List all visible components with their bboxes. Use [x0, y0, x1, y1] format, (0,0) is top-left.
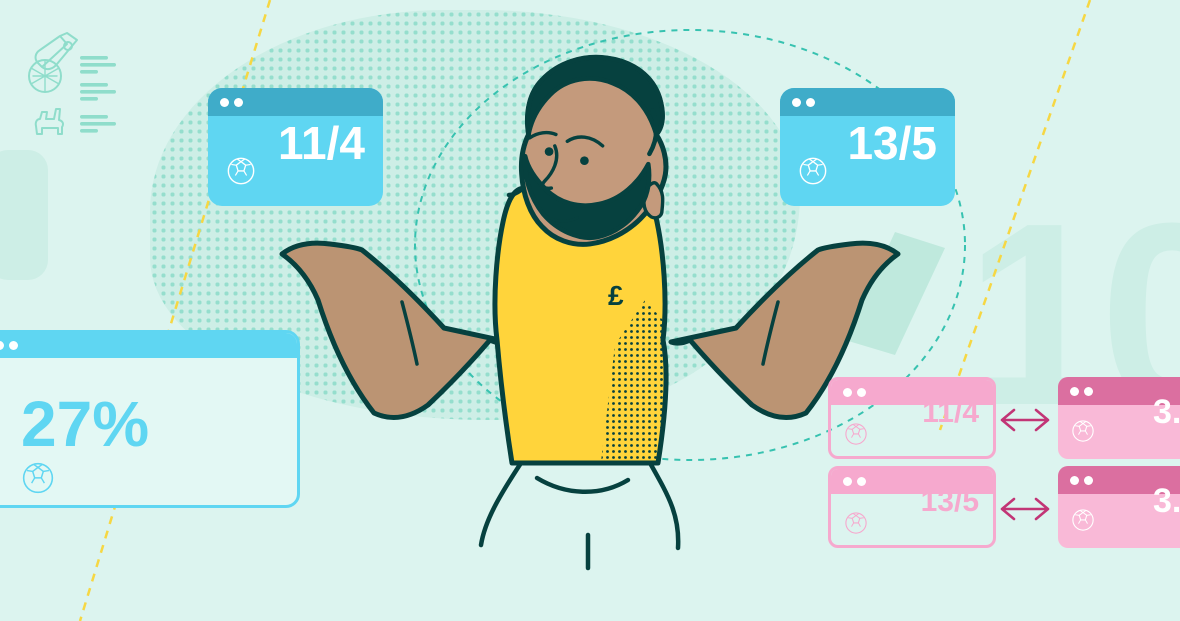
svg-text:£: £ — [608, 280, 624, 311]
